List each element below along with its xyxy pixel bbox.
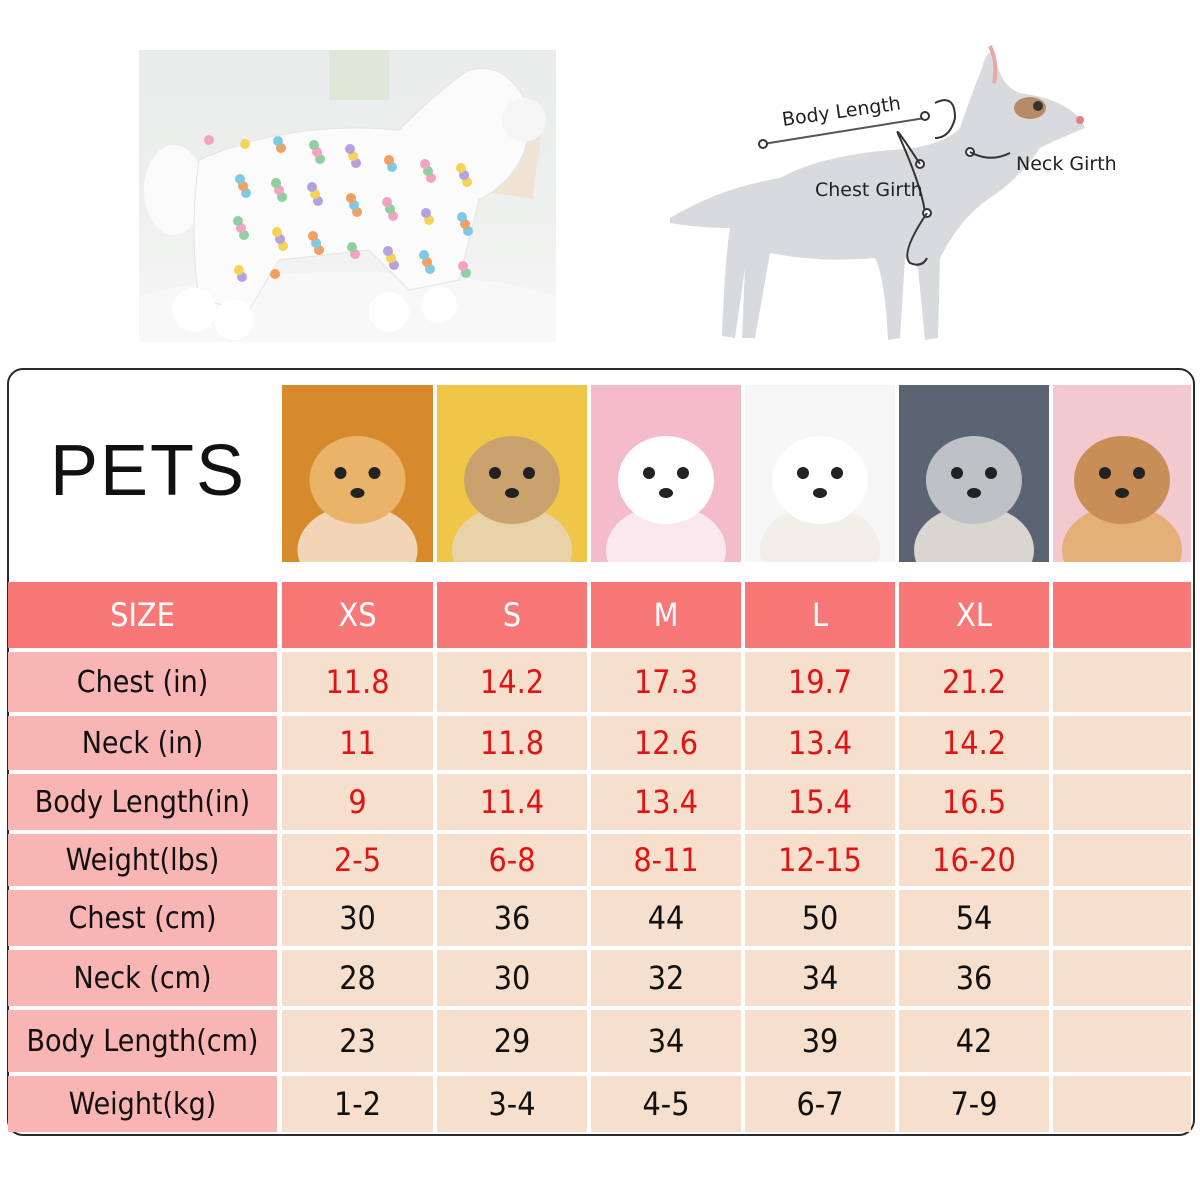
row-label: Neck (cm) [8,950,277,1006]
row-label: Chest (in) [8,652,277,712]
table-cell: 7-9 [899,1076,1049,1132]
table-cell: 16-20 [899,834,1049,886]
table-cell: 50 [745,890,895,946]
table-cell: 34 [591,1010,741,1072]
chest-girth-label: Chest Girth [815,179,923,201]
table-cell: 44 [591,890,741,946]
table-cell-empty [1053,716,1191,770]
pet-photo [282,385,433,562]
row-label: Weight(kg) [8,1076,277,1132]
pet-photo [899,385,1049,562]
table-cell: 8-11 [591,834,741,886]
table-cell: 21.2 [899,652,1049,712]
table-cell: 2-5 [282,834,433,886]
size-header-m: M [591,582,741,648]
table-cell: 36 [437,890,587,946]
row-label: Weight(lbs) [8,834,277,886]
table-cell-empty [1053,950,1191,1006]
table-cell: 32 [591,950,741,1006]
table-cell-empty [1053,774,1191,830]
table-cell: 15.4 [745,774,895,830]
table-cell: 14.2 [437,652,587,712]
chart-title: PETS [50,431,247,511]
pet-photo [745,385,895,562]
size-header-s: S [437,582,587,648]
table-cell: 34 [745,950,895,1006]
table-cell: 13.4 [591,774,741,830]
table-cell: 39 [745,1010,895,1072]
pet-photo [591,385,741,562]
table-cell: 11.8 [437,716,587,770]
table-cell-empty [1053,652,1191,712]
size-header-label: SIZE [8,582,277,648]
table-cell: 6-8 [437,834,587,886]
table-cell: 11.8 [282,652,433,712]
table-cell: 1-2 [282,1076,433,1132]
table-cell: 9 [282,774,433,830]
table-cell: 16.5 [899,774,1049,830]
row-label: Chest (cm) [8,890,277,946]
table-cell-empty [1053,890,1191,946]
table-cell-empty [1053,834,1191,886]
table-cell: 54 [899,890,1049,946]
table-cell: 29 [437,1010,587,1072]
table-cell-empty [1053,1076,1191,1132]
table-cell: 30 [437,950,587,1006]
table-cell: 17.3 [591,652,741,712]
row-label: Neck (in) [8,716,277,770]
pet-photo [1053,385,1191,562]
pet-photo [437,385,587,562]
table-cell: 30 [282,890,433,946]
table-cell: 36 [899,950,1049,1006]
measurement-diagram: Body Length Chest Girth Neck Girth [660,38,1130,348]
table-cell: 13.4 [745,716,895,770]
table-cell: 28 [282,950,433,1006]
table-cell: 3-4 [437,1076,587,1132]
row-label: Body Length(in) [8,774,277,830]
table-cell: 11.4 [437,774,587,830]
table-cell: 4-5 [591,1076,741,1132]
table-cell: 11 [282,716,433,770]
row-label: Body Length(cm) [8,1010,277,1072]
table-cell: 12-15 [745,834,895,886]
table-cell: 6-7 [745,1076,895,1132]
size-header-empty [1053,582,1191,648]
size-header-l: L [745,582,895,648]
table-cell: 23 [282,1010,433,1072]
table-cell: 14.2 [899,716,1049,770]
product-photo [139,50,556,342]
table-cell: 19.7 [745,652,895,712]
table-cell: 12.6 [591,716,741,770]
size-header-xl: XL [899,582,1049,648]
table-cell: 42 [899,1010,1049,1072]
neck-girth-label: Neck Girth [1016,153,1117,175]
table-cell-empty [1053,1010,1191,1072]
size-header-xs: XS [282,582,433,648]
